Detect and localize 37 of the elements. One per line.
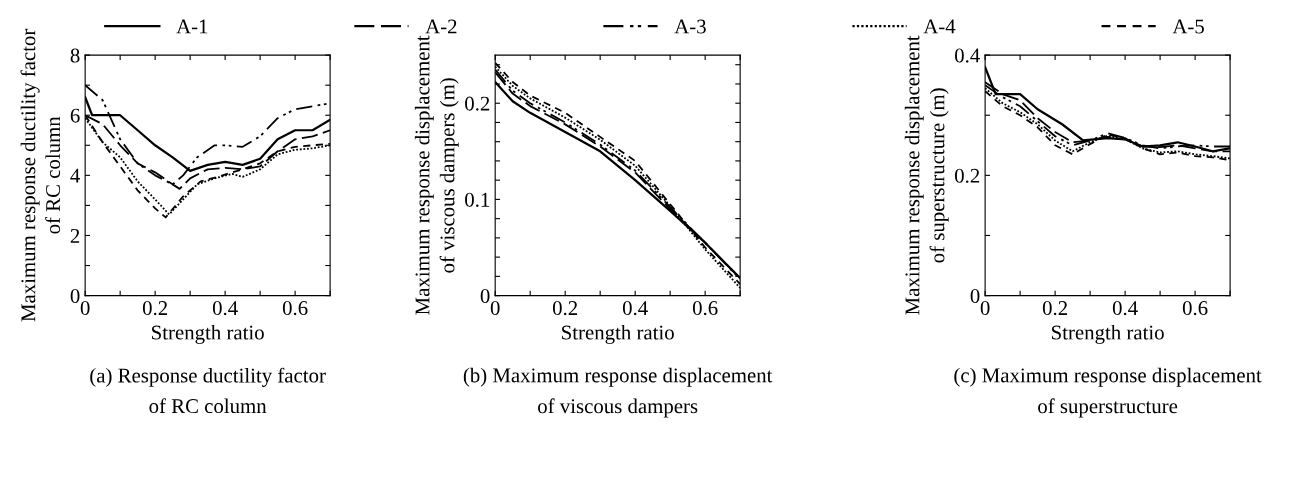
y-tick-label: 8 (70, 48, 80, 63)
x-tick-label: 0.6 (692, 301, 718, 316)
y-tick-label: 4 (70, 168, 80, 183)
x-tick-label: 0.6 (282, 301, 308, 316)
x-tick-label: 0.4 (212, 301, 238, 316)
y-tick-label: 6 (70, 108, 80, 123)
x-axis-title: Strength ratio (152, 324, 264, 344)
legend-label: A-2 (425, 19, 457, 34)
x-axis-title: Strength ratio (562, 324, 674, 344)
y-tick-label: 0 (480, 288, 490, 304)
y-axis-title: Maximum response displacement of viscous dampers (m) (414, 35, 459, 315)
x-tick-label: 0 (980, 301, 990, 316)
text: (a) Response ductility factor of RC column (90, 367, 326, 414)
legend-label: A-4 (923, 19, 956, 34)
x-tick-label: 0.2 (552, 301, 578, 316)
x-tick-label: 0 (80, 301, 90, 316)
x-tick-label: 0 (490, 301, 500, 316)
x-tick-label: 0.6 (1182, 301, 1208, 316)
x-tick-label: 0.2 (1042, 301, 1067, 316)
y-tick-label: 0 (970, 288, 980, 304)
x-tick-label: 0.2 (142, 301, 168, 316)
text: (c) Maximum response displacement of superstructure (954, 367, 1262, 418)
legend-label: A-5 (1172, 19, 1204, 34)
legend-label: A-3 (674, 19, 706, 34)
y-tick-label: 0.4 (955, 48, 980, 63)
y-tick-label: 0.1 (465, 192, 490, 207)
x-tick-label: 0.4 (1112, 301, 1138, 316)
y-tick-label: 0.2 (955, 168, 980, 183)
y-axis-title: Maximum response displacement of superstructure (m) (904, 35, 949, 315)
legend-label: A-1 (176, 19, 208, 34)
y-axis-title: Maximum response ductility factor of RC column (20, 28, 61, 322)
text: (b) Maximum response displacement of viscous dampers (463, 367, 773, 418)
x-tick-label: 0.4 (622, 301, 648, 316)
x-axis-title: Strength ratio (1052, 324, 1164, 344)
y-tick-label: 0 (70, 288, 80, 304)
y-tick-label: 2 (70, 228, 80, 243)
y-tick-label: 0.2 (465, 96, 490, 111)
